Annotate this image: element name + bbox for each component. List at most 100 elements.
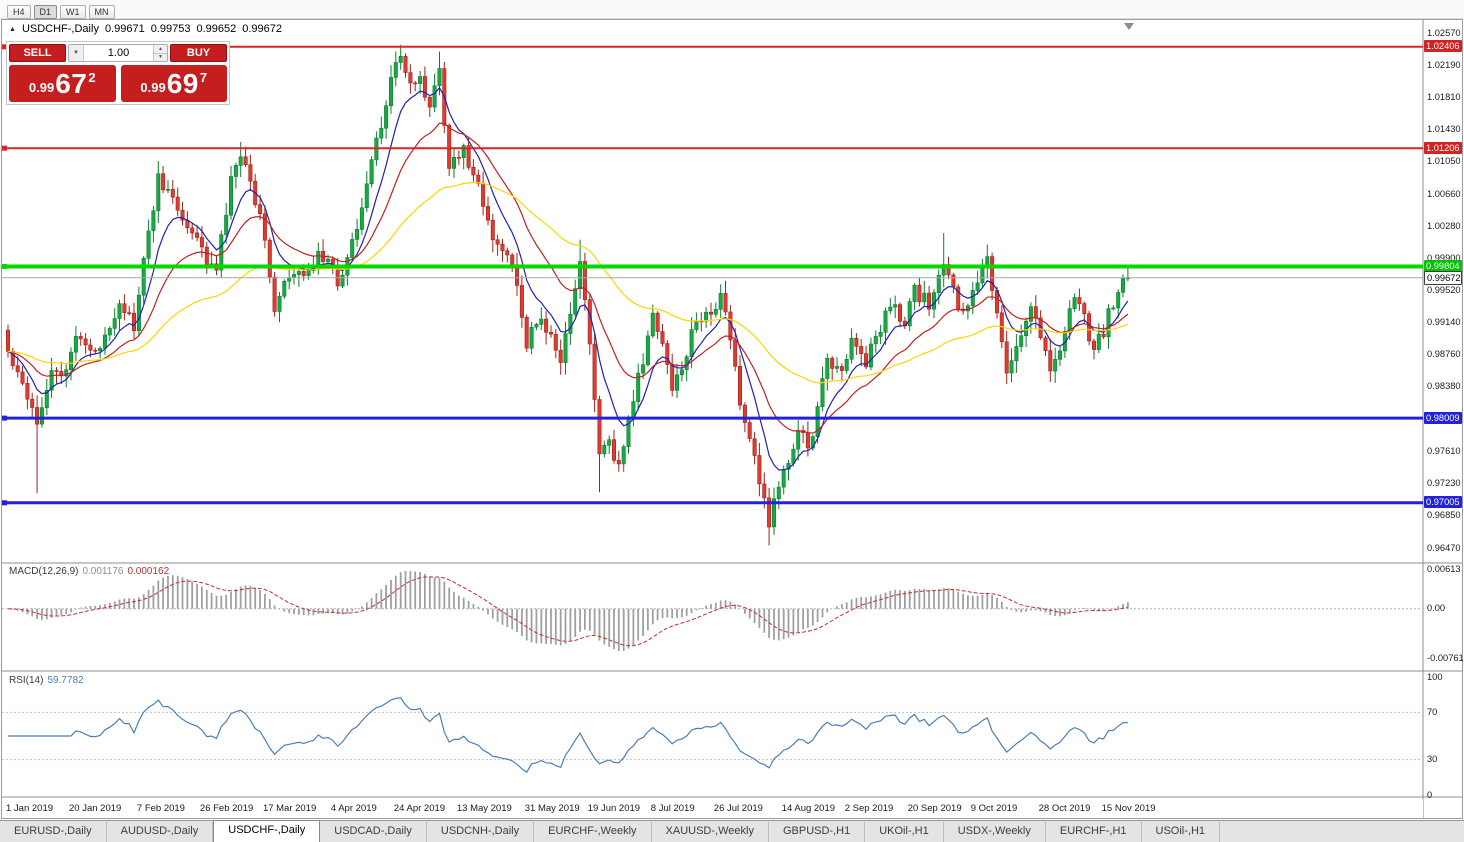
date-tick-label: 20 Sep 2019 [907, 803, 962, 814]
ohlc-low-value: 0.99652 [196, 23, 237, 35]
timeframe-button-d1[interactable]: D1 [33, 5, 58, 19]
date-tick-label: 31 May 2019 [524, 803, 580, 814]
date-tick-label: 17 Mar 2019 [262, 803, 317, 814]
date-tick-label: 4 Apr 2019 [330, 803, 377, 814]
date-tick-label: 26 Jul 2019 [713, 803, 763, 814]
date-tick-label: 24 Apr 2019 [393, 803, 446, 814]
chart-tab-usdx-weekly[interactable]: USDX-,Weekly [943, 822, 1046, 842]
chart-canvas[interactable] [2, 20, 1462, 818]
price-tick-label: 1.02190 [1427, 59, 1461, 70]
macd-signal-value: 0.000162 [127, 566, 170, 577]
price-tick-label: 0.97230 [1427, 478, 1461, 489]
chart-window: ▲ USDCHF-,Daily 0.99671 0.99753 0.99652 … [1, 19, 1464, 819]
buy-button[interactable]: BUY [170, 44, 227, 62]
chart-tab-eurusd-daily[interactable]: EURUSD-,Daily [0, 822, 107, 842]
price-badge: 0.99804 [1424, 260, 1462, 273]
chart-tab-usdcnh-daily[interactable]: USDCNH-,Daily [426, 822, 535, 842]
lot-size-control: ▼ ▲ ▼ [68, 44, 168, 62]
macd-indicator-label: MACD(12,26,9) 0.001176 0.000162 [9, 566, 169, 577]
date-tick-label: 19 Jun 2019 [587, 803, 641, 814]
macd-histogram [11, 570, 1129, 652]
chart-tab-ukoil-h1[interactable]: UKOil-,H1 [865, 822, 944, 842]
date-tick-label: 9 Oct 2019 [970, 803, 1018, 814]
price-tick-label: 0.99140 [1427, 317, 1461, 328]
price-tick-label: 1.01050 [1427, 155, 1461, 166]
chart-tab-audusd-daily[interactable]: AUDUSD-,Daily [106, 822, 214, 842]
price-tick-label: 0.98760 [1427, 349, 1461, 360]
lot-increase-button[interactable]: ▲ [154, 45, 167, 54]
buy-price-prefix: 0.99 [140, 79, 166, 95]
ohlc-high-value: 0.99753 [150, 23, 191, 35]
buy-price-display[interactable]: 0.99 69 7 [120, 65, 227, 102]
rsi-value: 59.7782 [47, 675, 84, 686]
ma-line-20 [7, 122, 1129, 434]
ohlc-close-value: 0.99672 [242, 23, 282, 35]
price-badge: 0.99672 [1424, 271, 1462, 286]
lot-dropdown-icon[interactable]: ▼ [69, 45, 84, 61]
date-tick-label: 14 Aug 2019 [781, 803, 836, 814]
rsi-axis-label: 30 [1427, 754, 1438, 765]
level-line-handle[interactable] [2, 44, 7, 50]
chart-tab-eurchf-h1[interactable]: EURCHF-,H1 [1045, 822, 1142, 842]
date-tick-label: 1 Jan 2019 [6, 803, 54, 814]
ma-line-8 [7, 86, 1129, 471]
price-axis[interactable]: 1.02570 1.02190 1.01810 1.01430 1.01050 1.006… [1424, 20, 1464, 818]
macd-main-value: 0.001176 [82, 566, 124, 577]
buy-price-pipette: 7 [199, 70, 208, 85]
price-badge: 0.97005 [1424, 496, 1462, 509]
level-line-handle[interactable] [2, 264, 7, 269]
chart-tab-gbpusd-h1[interactable]: GBPUSD-,H1 [768, 822, 866, 842]
chart-tab-usdchf-daily[interactable]: USDCHF-,Daily [213, 820, 321, 842]
timeframe-button-h4[interactable]: H4 [7, 5, 31, 19]
price-badge: 1.02406 [1424, 40, 1462, 53]
price-tick-label: 0.96850 [1427, 510, 1461, 521]
timeframe-button-mn[interactable]: MN [88, 5, 115, 19]
macd-name: MACD(12,26,9) [9, 566, 79, 577]
level-line-handle[interactable] [2, 500, 7, 506]
price-tick-label: 1.00660 [1427, 188, 1461, 199]
price-tick-label: 0.98380 [1427, 381, 1461, 392]
date-tick-label: 7 Feb 2019 [136, 803, 185, 814]
chart-tab-usoil-h1[interactable]: USOil-,H1 [1141, 822, 1221, 842]
date-tick-label: 2 Sep 2019 [844, 803, 894, 814]
sell-price-display[interactable]: 0.99 67 2 [9, 65, 116, 102]
time-axis[interactable]: 1 Jan 2019 20 Jan 2019 7 Feb 2019 26 Feb 20… [2, 799, 1423, 818]
macd-signal-line [7, 576, 1129, 647]
date-tick-label: 26 Feb 2019 [199, 803, 254, 814]
timeframe-toolbar: H4 D1 W1 MN [0, 0, 1464, 19]
ma-line-55 [7, 182, 1129, 384]
level-line-handle[interactable] [2, 145, 7, 151]
price-tick-label: 1.00280 [1427, 220, 1461, 231]
macd-axis-label: 0.00613 [1427, 563, 1461, 574]
rsi-indicator-label: RSI(14) 59.7782 [9, 675, 84, 686]
sell-price-prefix: 0.99 [28, 79, 55, 95]
timeframe-button-w1[interactable]: W1 [60, 5, 86, 19]
bear-candles [6, 56, 1106, 528]
lot-spinner: ▲ ▼ [153, 45, 167, 61]
date-tick-label: 20 Jan 2019 [69, 803, 122, 814]
lot-decrease-button[interactable]: ▼ [154, 53, 167, 61]
date-tick-label: 8 Jul 2019 [650, 803, 695, 814]
chart-tab-usdcad-daily[interactable]: USDCAD-,Daily [320, 822, 427, 842]
rsi-name: RSI(14) [9, 675, 44, 686]
panel-toggle-icon[interactable]: ▲ [9, 25, 16, 33]
rsi-axis-label: 70 [1427, 706, 1438, 717]
chart-tab-eurchf-weekly[interactable]: EURCHF-,Weekly [534, 822, 652, 842]
sell-button[interactable]: SELL [9, 44, 66, 62]
price-tick-label: 0.99900 [1427, 252, 1461, 263]
chart-tab-xauusd-weekly[interactable]: XAUUSD-,Weekly [651, 822, 769, 842]
price-tick-label: 1.01810 [1427, 91, 1461, 102]
lot-size-input[interactable] [84, 45, 153, 61]
price-tick-label: 1.01430 [1427, 123, 1461, 134]
price-badge: 1.01206 [1424, 141, 1462, 154]
price-tick-label: 0.96470 [1427, 542, 1461, 553]
chart-ohlc-title: ▲ USDCHF-,Daily 0.99671 0.99753 0.99652 … [9, 23, 282, 35]
level-line-handle[interactable] [2, 415, 7, 421]
price-tick-label: 0.97610 [1427, 446, 1461, 457]
sell-price-big-digits: 67 [55, 67, 88, 99]
ohlc-open-value: 0.99671 [104, 23, 145, 35]
price-tick-label: 0.99520 [1427, 285, 1461, 295]
date-tick-label: 28 Oct 2019 [1038, 803, 1091, 814]
chart-shift-marker-icon[interactable] [1124, 23, 1134, 30]
